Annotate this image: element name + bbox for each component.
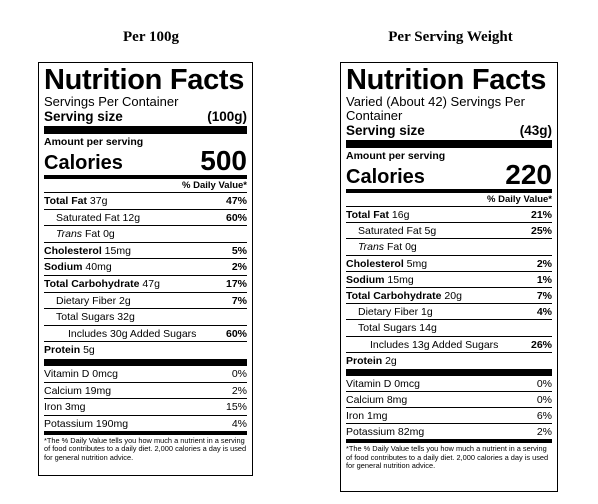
nutrient-row-dietary-fiber: Dietary Fiber 2g 7% bbox=[44, 293, 247, 310]
nutrient-row-saturated-fat: Saturated Fat 12g 60% bbox=[44, 210, 247, 227]
nutrient-row-total-fat: Total Fat 16g 21% bbox=[346, 207, 552, 224]
heavy-divider bbox=[44, 358, 247, 366]
nutrient-row-trans-fat: Trans Fat 0g bbox=[44, 226, 247, 243]
right-nutrition-label: Nutrition Facts Varied (About 42) Servin… bbox=[340, 62, 558, 492]
daily-value-footnote: *The % Daily Value tells you how much a … bbox=[44, 435, 247, 462]
medium-divider bbox=[44, 175, 247, 179]
nutrient-row-protein: Protein 2g bbox=[346, 354, 397, 367]
serving-size-label: Serving size bbox=[44, 109, 123, 124]
vitamin-row-vitamin-d: Vitamin D 0mcg 0% bbox=[44, 366, 247, 383]
heavy-divider bbox=[346, 368, 552, 376]
right-heading: Per Serving Weight bbox=[388, 29, 513, 45]
vitamin-row-potassium: Potassium 190mg 4% bbox=[44, 416, 247, 435]
nutrient-row-total-sugars: Total Sugars 32g bbox=[44, 309, 247, 326]
serving-size-row: Serving size (100g) bbox=[44, 109, 247, 124]
daily-value-header: % Daily Value* bbox=[44, 180, 247, 193]
nutrient-row-total-sugars: Total Sugars 14g bbox=[346, 320, 552, 337]
serving-size-row: Serving size (43g) bbox=[346, 123, 552, 138]
thick-divider bbox=[346, 140, 552, 148]
amount-per-serving: Amount per serving bbox=[44, 136, 144, 148]
nutrient-row-cholesterol: Cholesterol 5mg 2% bbox=[346, 256, 552, 272]
daily-value-header: % Daily Value* bbox=[346, 194, 552, 207]
nutrient-row-sodium: Sodium 15mg 1% bbox=[346, 272, 552, 288]
serving-size-label: Serving size bbox=[346, 123, 425, 138]
calories-label: Calories bbox=[346, 166, 425, 188]
serving-size-value: (43g) bbox=[519, 123, 552, 138]
vitamin-row-vitamin-d: Vitamin D 0mcg 0% bbox=[346, 376, 552, 393]
nutrient-row-sodium: Sodium 40mg 2% bbox=[44, 259, 247, 276]
servings-per-container: Varied (About 42) Servings Per Container bbox=[346, 94, 525, 123]
nutrient-row-protein: Protein 5g bbox=[44, 344, 95, 357]
calories-label: Calories bbox=[44, 152, 123, 174]
nutrition-facts-title: Nutrition Facts bbox=[44, 64, 245, 96]
nutrient-row-trans-fat: Trans Fat 0g bbox=[346, 239, 552, 256]
vitamin-row-calcium: Calcium 19mg 2% bbox=[44, 383, 247, 400]
nutrient-row-total-carbohydrate: Total Carbohydrate 47g 17% bbox=[44, 276, 247, 293]
medium-divider bbox=[346, 189, 552, 193]
nutrient-row-added-sugars: Includes 13g Added Sugars 26% bbox=[346, 337, 552, 353]
nutrition-facts-title: Nutrition Facts bbox=[346, 64, 547, 96]
nutrient-row-cholesterol: Cholesterol 15mg 5% bbox=[44, 243, 247, 260]
left-nutrition-label: Nutrition Facts Servings Per Container S… bbox=[38, 62, 253, 476]
nutrient-row-dietary-fiber: Dietary Fiber 1g 4% bbox=[346, 304, 552, 321]
vitamin-row-potassium: Potassium 82mg 2% bbox=[346, 424, 552, 444]
thick-divider bbox=[44, 126, 247, 134]
amount-per-serving: Amount per serving bbox=[346, 150, 446, 162]
vitamin-row-iron: Iron 1mg 6% bbox=[346, 408, 552, 425]
calories-row: Calories 220 bbox=[346, 159, 552, 190]
serving-size-value: (100g) bbox=[207, 109, 247, 124]
vitamin-row-calcium: Calcium 8mg 0% bbox=[346, 392, 552, 409]
calories-value: 220 bbox=[505, 159, 552, 190]
calories-value: 500 bbox=[200, 145, 247, 176]
nutrient-row-saturated-fat: Saturated Fat 5g 25% bbox=[346, 223, 552, 240]
vitamin-row-iron: Iron 3mg 15% bbox=[44, 399, 247, 416]
daily-value-footnote: *The % Daily Value tells you how much a … bbox=[346, 444, 549, 471]
nutrient-row-total-carbohydrate: Total Carbohydrate 20g 7% bbox=[346, 288, 552, 305]
nutrient-row-total-fat: Total Fat 37g 47% bbox=[44, 193, 247, 210]
left-heading: Per 100g bbox=[123, 29, 179, 45]
calories-row: Calories 500 bbox=[44, 145, 247, 176]
nutrient-row-added-sugars: Includes 30g Added Sugars 60% bbox=[44, 326, 247, 343]
servings-per-container: Servings Per Container bbox=[44, 94, 179, 109]
